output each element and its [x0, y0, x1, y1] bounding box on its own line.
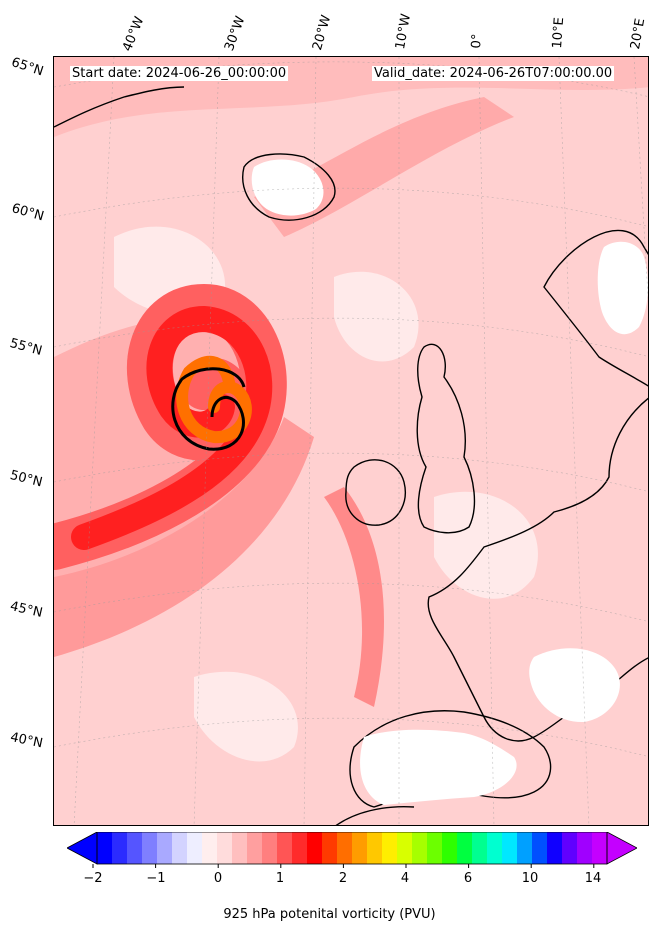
colorbar-tick-label: 6: [463, 871, 473, 886]
colorbar-cell: [187, 832, 203, 864]
alps-land-mask: [529, 648, 620, 723]
colorbar-cell: [202, 832, 218, 864]
colorbar-cell: [517, 832, 533, 864]
lon-label-30w: 30°W: [222, 14, 249, 54]
pv-band-biscay: [324, 487, 384, 707]
colorbar-cell: [292, 832, 308, 864]
colorbar-cell: [112, 832, 128, 864]
colorbar-cell: [592, 832, 608, 864]
lon-label-40w: 40°W: [120, 14, 148, 54]
colorbar-tick-label: 2: [338, 871, 348, 886]
coast-iceland: [242, 153, 336, 221]
iceland-land-mask: [251, 159, 324, 216]
colorbar-cell: [322, 832, 338, 864]
colorbar-cell: [172, 832, 188, 864]
colorbar-cell: [532, 832, 548, 864]
colorbar-cell: [472, 832, 488, 864]
colorbar-tick-label: 1: [275, 871, 285, 886]
lat-label-55n: 55°N: [8, 336, 44, 359]
cyclone-spiral: [54, 283, 287, 570]
colorbar-cell: [502, 832, 518, 864]
colorbar-cell: [412, 832, 428, 864]
map-canvas: [54, 57, 648, 825]
colorbar-cell: [577, 832, 593, 864]
colorbar-cell: [97, 832, 113, 864]
coast-africa: [335, 805, 415, 825]
pv-light-patch-3: [434, 491, 538, 599]
colorbar-cell: [337, 832, 353, 864]
lat-label-50n: 50°N: [8, 468, 44, 491]
colorbar-tick-label: −1: [146, 871, 166, 886]
coast-norway: [543, 229, 648, 387]
colorbar-ticks: [92, 864, 595, 868]
pv-light-patch-4: [194, 671, 298, 762]
colorbar-cell: [127, 832, 143, 864]
coast-britain: [416, 343, 476, 534]
colorbar-tick-label: 14: [584, 871, 602, 886]
colorbar-cell: [217, 832, 233, 864]
colorbar-cell: [307, 832, 323, 864]
colorbar-cell: [157, 832, 173, 864]
start-date-label: Start date: 2024-06-26_00:00:00: [70, 66, 289, 81]
lat-label-65n: 65°N: [9, 55, 46, 80]
lat-label-45n: 45°N: [8, 599, 44, 621]
colorbar-cell: [397, 832, 413, 864]
lon-label-10e: 10°E: [550, 16, 568, 50]
pv-light-patch-2: [334, 271, 419, 362]
coast-greenland: [54, 86, 185, 128]
colorbar-cell: [562, 832, 578, 864]
colorbar-cell: [457, 832, 473, 864]
colorbar-extend-high-arrow: [606, 832, 637, 865]
colorbar-cell: [352, 832, 368, 864]
lon-label-20e: 20°E: [628, 17, 649, 51]
colorbar-cell: [262, 832, 278, 864]
coast-iberia: [349, 710, 552, 808]
map-panel: [53, 56, 649, 826]
valid-date-label: Valid_date: 2024-06-26T07:00:00.00: [372, 66, 615, 81]
colorbar-cell: [427, 832, 443, 864]
lon-label-0: 0°: [469, 33, 485, 50]
colorbar-tick-label: 4: [400, 871, 410, 886]
colorbar-cell: [247, 832, 263, 864]
norway-land-mask: [597, 241, 648, 335]
colorbar-outline: [96, 832, 608, 865]
colorbar-cell: [232, 832, 248, 864]
colorbar-cell: [382, 832, 398, 864]
colorbar-cell: [487, 832, 503, 864]
colorbar-cell: [547, 832, 563, 864]
lat-label-40n: 40°N: [8, 730, 45, 752]
colorbar-tick-label: 10: [521, 871, 539, 886]
colorbar-cell: [142, 832, 158, 864]
colorbar: [67, 832, 637, 868]
lon-label-20w: 20°W: [310, 13, 335, 53]
colorbar-title: 925 hPa potenital vorticity (PVU): [223, 907, 436, 922]
colorbar-cell: [367, 832, 383, 864]
pv-band-spiral-arm: [54, 417, 314, 657]
colorbar-extend-low-arrow: [67, 832, 98, 865]
colorbar-cells: [97, 832, 608, 864]
coast-ireland: [345, 459, 406, 526]
colorbar-tick-label: −2: [83, 871, 103, 886]
lat-label-60n: 60°N: [9, 201, 46, 225]
colorbar-cell: [442, 832, 458, 864]
colorbar-cell: [277, 832, 293, 864]
colorbar-tick-label: 0: [213, 871, 223, 886]
lon-label-10w: 10°W: [393, 12, 415, 51]
